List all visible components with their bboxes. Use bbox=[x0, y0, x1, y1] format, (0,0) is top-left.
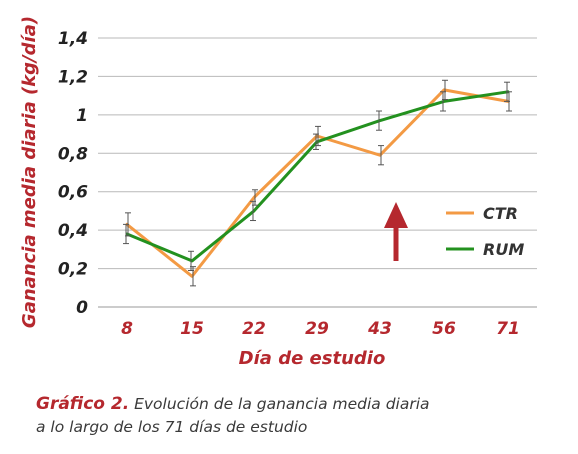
error-bar bbox=[376, 110, 382, 131]
error-bar bbox=[504, 81, 510, 102]
caption-line-2: a lo largo de los 71 días de estudio bbox=[36, 418, 308, 436]
x-tick-label: 71 bbox=[496, 319, 520, 339]
x-tick-label: 56 bbox=[432, 319, 456, 339]
error-bars bbox=[123, 79, 512, 287]
x-tick-label: 43 bbox=[367, 319, 392, 339]
x-axis-title: Día de estudio bbox=[239, 348, 386, 369]
x-tick-label: 29 bbox=[305, 319, 329, 339]
legend-label-ctr: CTR bbox=[483, 204, 518, 223]
x-tick-label: 22 bbox=[242, 319, 266, 339]
line-chart: 0 0,2 0,4 0,6 0,8 1 1,2 1,4 8 15 22 29 43 56 71 CTR RU… bbox=[19, 16, 537, 369]
y-tick-label: 0,8 bbox=[58, 144, 88, 164]
y-tick-label: 0,4 bbox=[58, 221, 88, 241]
x-tick-label: 15 bbox=[180, 319, 204, 339]
error-bar bbox=[250, 200, 256, 222]
y-tick-label: 1,4 bbox=[58, 29, 88, 49]
caption-label: Gráfico 2. bbox=[36, 394, 130, 414]
x-tick-label: 8 bbox=[121, 319, 133, 339]
y-tick-label: 0,2 bbox=[58, 260, 88, 280]
y-tick-label: 0 bbox=[76, 298, 88, 318]
arrow-head bbox=[384, 202, 408, 228]
caption-line-1: Evolución de la ganancia media diaria bbox=[134, 395, 430, 413]
y-tick-label: 1,2 bbox=[58, 67, 88, 87]
series-line-rum bbox=[125, 90, 510, 263]
y-tick-label: 0,6 bbox=[58, 183, 88, 203]
y-tick-labels: 0 0,2 0,4 0,6 0,8 1 1,2 1,4 bbox=[58, 29, 88, 318]
series-lines bbox=[125, 88, 510, 278]
error-bar bbox=[123, 223, 129, 245]
annotation bbox=[384, 202, 408, 261]
series-line-ctr bbox=[125, 88, 510, 278]
error-bar bbox=[188, 250, 194, 271]
error-bar bbox=[313, 133, 319, 150]
grid-lines bbox=[98, 37, 537, 308]
y-tick-label: 1 bbox=[76, 106, 88, 126]
y-axis-title: Ganancia media diaria (kg/día) bbox=[19, 16, 40, 328]
x-tick-labels: 8 15 22 29 43 56 71 bbox=[121, 319, 520, 339]
figure-caption: Gráfico 2. Evolución de la ganancia medi… bbox=[36, 393, 556, 439]
error-bar bbox=[378, 145, 384, 166]
legend-label-rum: RUM bbox=[483, 240, 524, 259]
legend: CTR RUM bbox=[446, 204, 524, 259]
error-bar bbox=[440, 91, 446, 112]
